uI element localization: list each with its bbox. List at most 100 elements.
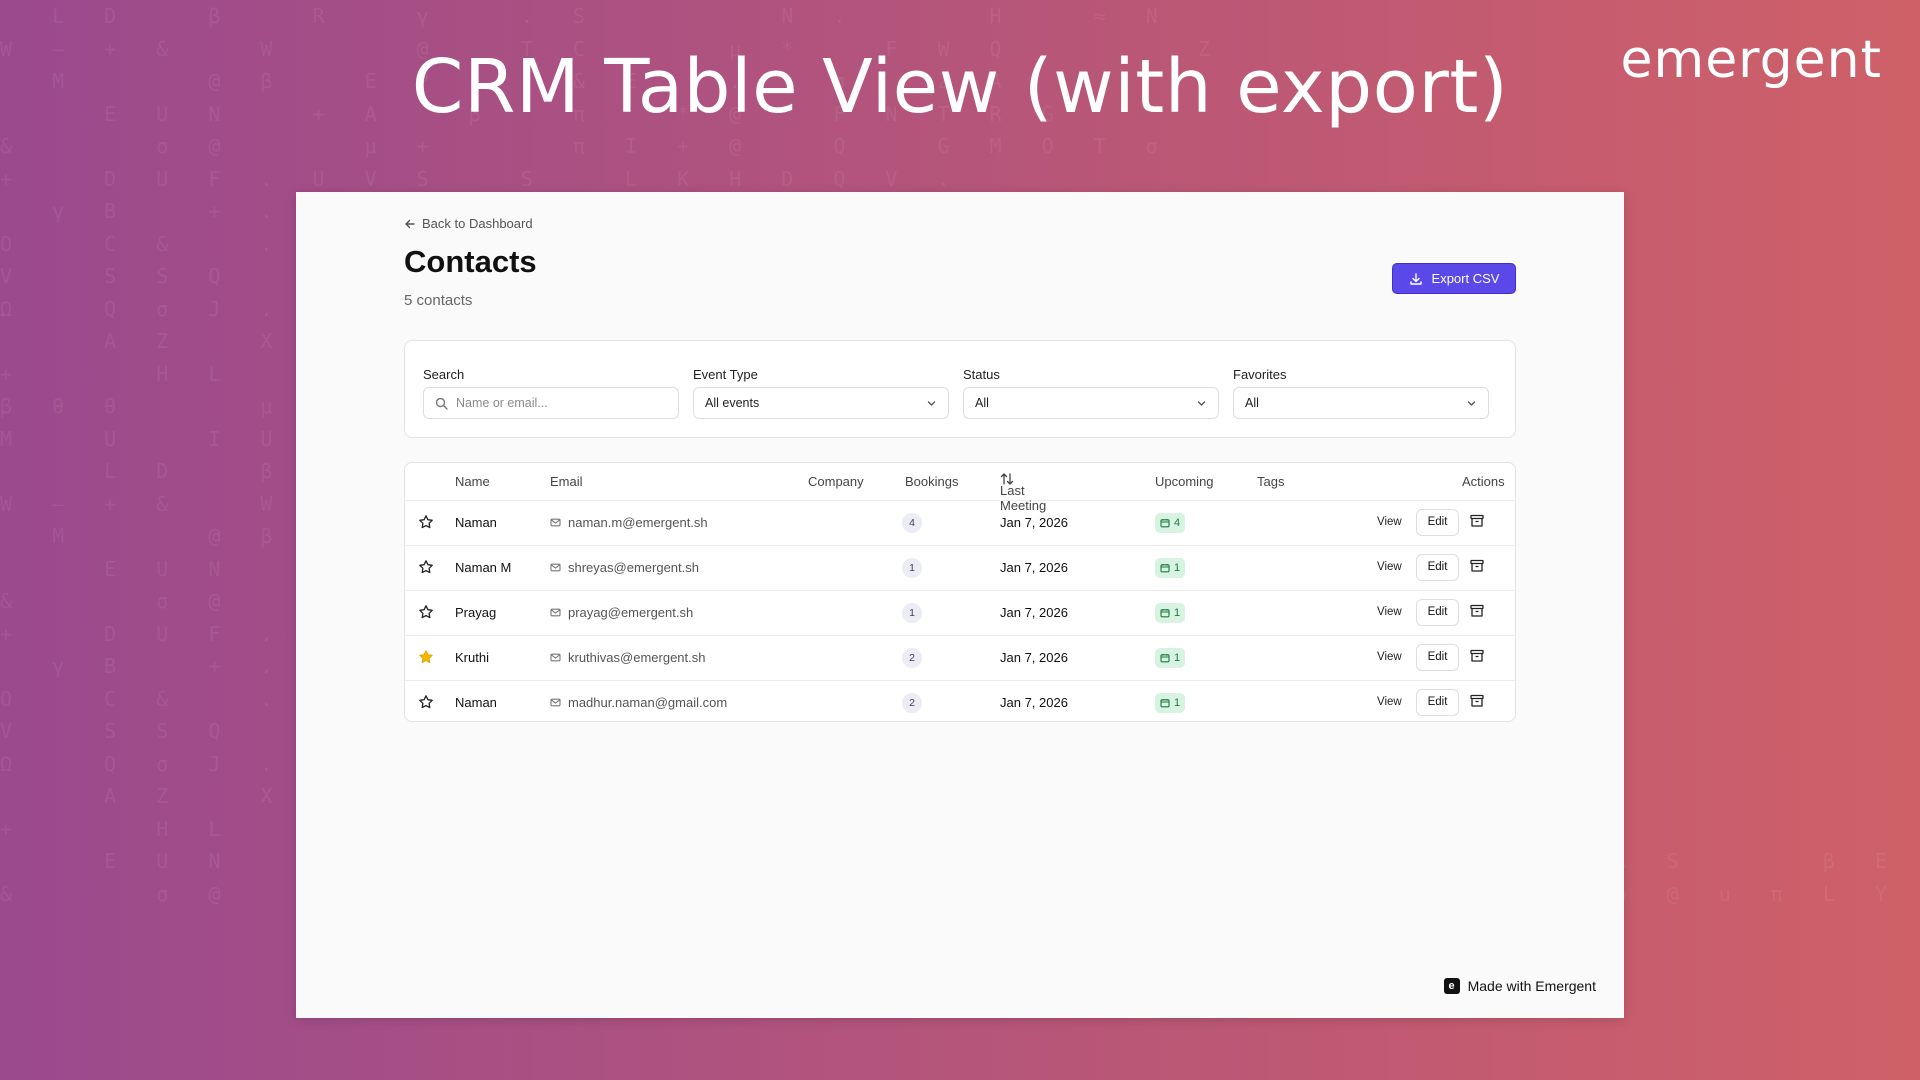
contact-email-text: naman.m@emergent.sh — [568, 515, 708, 530]
contact-name: Naman M — [455, 560, 512, 575]
back-to-dashboard-link[interactable]: Back to Dashboard — [404, 216, 533, 231]
last-meeting-date: Jan 7, 2026 — [1000, 515, 1068, 530]
search-filter: Search Name or email... — [423, 367, 679, 419]
contact-email: madhur.naman@gmail.com — [550, 695, 727, 710]
favorites-select[interactable]: All — [1233, 387, 1489, 419]
edit-button[interactable]: Edit — [1416, 644, 1459, 671]
column-tags[interactable]: Tags — [1257, 474, 1285, 489]
view-button[interactable]: View — [1377, 696, 1402, 708]
arrow-left-icon — [405, 219, 415, 228]
made-with-label: Made with Emergent — [1467, 978, 1596, 994]
emergent-badge-icon: e — [1443, 978, 1460, 994]
bookings-count-badge: 2 — [902, 693, 922, 713]
page-title: Contacts — [404, 244, 537, 279]
archive-icon[interactable] — [1469, 513, 1485, 532]
calendar-icon — [1160, 519, 1170, 528]
made-with-emergent-badge[interactable]: e Made with Emergent — [1443, 978, 1596, 994]
contact-name: Prayag — [455, 605, 497, 620]
search-icon — [435, 397, 448, 410]
star-icon[interactable] — [418, 559, 434, 578]
export-csv-button[interactable]: Export CSV — [1392, 263, 1516, 294]
column-name[interactable]: Name — [455, 474, 490, 489]
contacts-count: 5 contacts — [404, 292, 473, 309]
view-button[interactable]: View — [1377, 651, 1402, 663]
column-last-meeting-label: Last Meeting — [1000, 483, 1047, 513]
archive-icon[interactable] — [1469, 603, 1485, 622]
contact-name: Naman — [455, 695, 497, 710]
calendar-icon — [1160, 609, 1170, 618]
upcoming-badge: 1 — [1155, 603, 1186, 623]
favorites-filter: Favorites All — [1233, 367, 1489, 419]
last-meeting-date: Jan 7, 2026 — [1000, 560, 1068, 575]
bookings-count-badge: 4 — [902, 513, 922, 533]
contact-email: prayag@emergent.sh — [550, 605, 693, 620]
archive-icon[interactable] — [1469, 693, 1485, 712]
status-select[interactable]: All — [963, 387, 1219, 419]
event-type-select[interactable]: All events — [693, 387, 949, 419]
event-type-value: All events — [705, 396, 760, 410]
upcoming-badge: 1 — [1155, 648, 1186, 668]
contact-name: Naman — [455, 515, 497, 530]
edit-button[interactable]: Edit — [1416, 509, 1459, 536]
app-panel: Back to Dashboard Contacts 5 contacts Ex… — [296, 192, 1624, 1018]
chevron-down-icon — [1467, 400, 1476, 406]
contact-email-text: madhur.naman@gmail.com — [568, 695, 728, 710]
calendar-icon — [1160, 564, 1170, 573]
star-icon[interactable] — [418, 604, 434, 623]
contact-email-text: kruthivas@emergent.sh — [568, 650, 706, 665]
upcoming-count: 1 — [1174, 697, 1181, 709]
view-button[interactable]: View — [1377, 561, 1402, 573]
sort-icon[interactable] — [1000, 472, 1014, 486]
star-filled-icon[interactable] — [418, 649, 434, 668]
download-icon — [1409, 272, 1422, 285]
calendar-icon — [1160, 699, 1170, 708]
contact-email-text: shreyas@emergent.sh — [568, 560, 699, 575]
search-label: Search — [423, 367, 465, 382]
search-input[interactable]: Name or email... — [423, 387, 679, 419]
chevron-down-icon — [927, 400, 936, 406]
star-icon[interactable] — [418, 514, 434, 533]
contact-name: Kruthi — [455, 650, 489, 665]
column-bookings[interactable]: Bookings — [905, 474, 959, 489]
search-placeholder: Name or email... — [456, 396, 548, 410]
contacts-table: Name Email Company Bookings Last Meeting… — [404, 462, 1516, 722]
upcoming-count: 1 — [1174, 562, 1181, 574]
column-company[interactable]: Company — [808, 474, 864, 489]
upcoming-count: 1 — [1174, 607, 1181, 619]
mail-icon — [550, 698, 561, 707]
table-header: Name Email Company Bookings Last Meeting… — [405, 463, 1515, 513]
bookings-count-badge: 2 — [902, 648, 922, 668]
edit-button[interactable]: Edit — [1416, 554, 1459, 581]
contact-email: naman.m@emergent.sh — [550, 515, 708, 530]
upcoming-badge: 1 — [1155, 693, 1186, 713]
contact-email-text: prayag@emergent.sh — [568, 605, 694, 620]
archive-icon[interactable] — [1469, 648, 1485, 667]
status-filter: Status All — [963, 367, 1219, 419]
back-label: Back to Dashboard — [422, 216, 533, 231]
table-row: Kruthi kruthivas@emergent.sh 2 Jan 7, 2026 1… — [405, 636, 1515, 681]
favorites-value: All — [1245, 396, 1259, 410]
table-row: Naman naman.m@emergent.sh 4 Jan 7, 2026 4 Vie… — [405, 501, 1515, 546]
upcoming-badge: 1 — [1155, 558, 1186, 578]
mail-icon — [550, 608, 561, 617]
table-row: Naman M shreyas@emergent.sh 1 Jan 7, 2026 1 V… — [405, 546, 1515, 591]
edit-button[interactable]: Edit — [1416, 599, 1459, 626]
column-upcoming[interactable]: Upcoming — [1155, 474, 1214, 489]
view-button[interactable]: View — [1377, 516, 1402, 528]
chevron-down-icon — [1197, 400, 1206, 406]
export-label: Export CSV — [1431, 271, 1500, 286]
view-button[interactable]: View — [1377, 606, 1402, 618]
upcoming-count: 4 — [1174, 517, 1181, 529]
event-type-filter: Event Type All events — [693, 367, 949, 419]
event-type-label: Event Type — [693, 367, 758, 382]
table-row: Prayag prayag@emergent.sh 1 Jan 7, 2026 1 Vie… — [405, 591, 1515, 636]
column-email[interactable]: Email — [550, 474, 583, 489]
table-row: Naman madhur.naman@gmail.com 2 Jan 7, 2026 1… — [405, 681, 1515, 721]
column-last-meeting[interactable]: Last Meeting — [1000, 472, 1046, 513]
archive-icon[interactable] — [1469, 558, 1485, 577]
edit-button[interactable]: Edit — [1416, 689, 1459, 716]
last-meeting-date: Jan 7, 2026 — [1000, 605, 1068, 620]
star-icon[interactable] — [418, 694, 434, 713]
upcoming-badge: 4 — [1155, 513, 1186, 533]
favorites-label: Favorites — [1233, 367, 1287, 382]
